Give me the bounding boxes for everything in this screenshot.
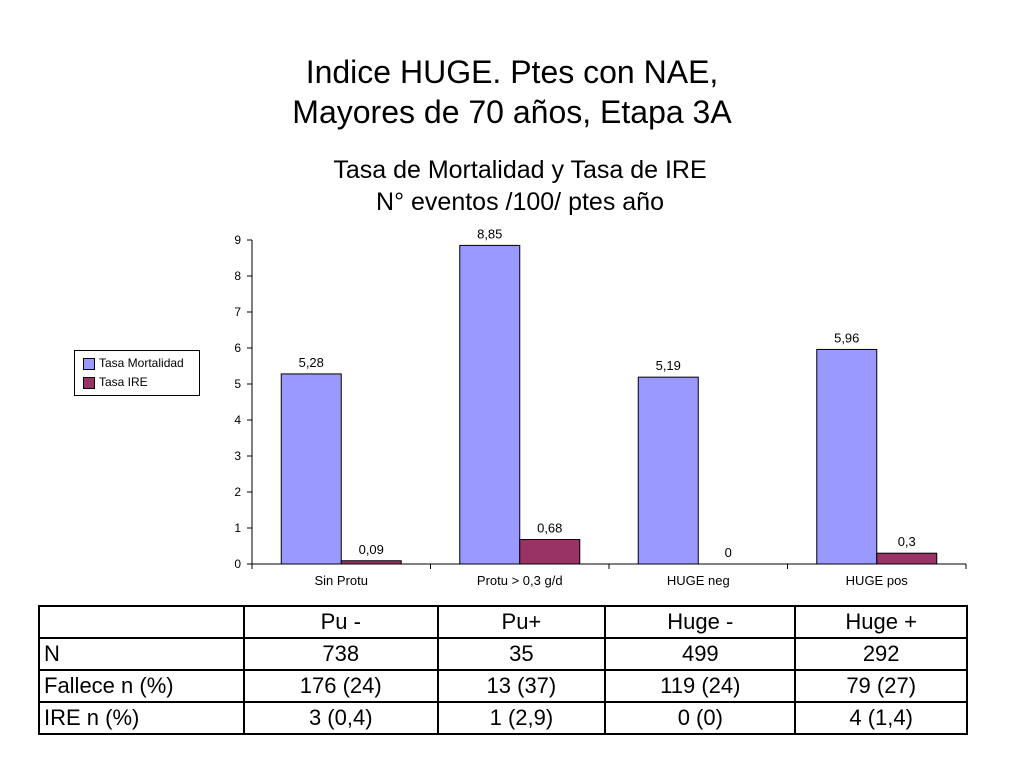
legend-swatch-ire: [83, 377, 95, 389]
chart-title: Tasa de Mortalidad y Tasa de IRE N° even…: [230, 154, 810, 218]
legend-swatch-mortalidad: [83, 358, 95, 370]
legend-label-ire: Tasa IRE: [99, 375, 148, 389]
table-header-cell: [38, 605, 245, 639]
y-tick-label: 0: [234, 557, 241, 571]
y-tick-label: 6: [234, 341, 241, 355]
data-label: 5,19: [656, 358, 681, 373]
chart-legend: Tasa Mortalidad Tasa IRE: [74, 350, 200, 396]
table-cell: 292: [794, 637, 968, 671]
table-row: Fallece n (%) 176 (24) 13 (37) 119 (24) …: [38, 669, 968, 703]
data-label: 8,85: [477, 226, 502, 241]
table-cell: 499: [604, 637, 797, 671]
bar-ire: [519, 539, 581, 565]
table-cell: 119 (24): [604, 669, 797, 703]
chart-title-line-2: N° eventos /100/ ptes año: [376, 188, 664, 216]
bar-mortalidad: [459, 244, 521, 565]
table-row-label: IRE n (%): [38, 701, 245, 735]
table-header-row: Pu - Pu+ Huge - Huge +: [38, 605, 968, 639]
bar-mortalidad: [280, 373, 342, 565]
bar-ire: [340, 560, 402, 565]
table-cell: 79 (27): [794, 669, 968, 703]
table-cell: 13 (37): [436, 669, 607, 703]
table-cell: 3 (0,4): [243, 701, 439, 735]
table-row-label: Fallece n (%): [38, 669, 245, 703]
y-tick-label: 1: [234, 521, 241, 535]
slide-title: Indice HUGE. Ptes con NAE, Mayores de 70…: [0, 52, 1024, 132]
table-header-cell: Huge -: [604, 605, 797, 639]
y-tick-label: 2: [234, 485, 241, 499]
x-tick-label: Sin Protu: [315, 573, 368, 588]
bar-chart: 0 1 2 3 4 5 6 7 8 9 Sin Protu Protu > 0,3 g/d HUGE n…: [234, 226, 967, 588]
table-header-cell: Huge +: [794, 605, 968, 639]
data-label: 0: [725, 545, 732, 560]
data-label: 0,3: [898, 534, 916, 549]
y-tick-label: 7: [234, 305, 241, 319]
legend-label-mortalidad: Tasa Mortalidad: [99, 356, 184, 370]
table-cell: 738: [243, 637, 439, 671]
slide-title-line-2: Mayores de 70 años, Etapa 3A: [292, 94, 732, 130]
table-row: N 738 35 499 292: [38, 637, 968, 671]
table-cell: 0 (0): [604, 701, 797, 735]
data-label: 0,68: [537, 521, 562, 536]
table-header-cell: Pu -: [243, 605, 439, 639]
data-label: 0,09: [359, 542, 384, 557]
summary-table: Pu - Pu+ Huge - Huge + N 738 35 499 292 …: [38, 605, 968, 735]
y-tick-label: 8: [234, 269, 241, 283]
table-cell: 4 (1,4): [794, 701, 968, 735]
table-row: IRE n (%) 3 (0,4) 1 (2,9) 0 (0) 4 (1,4): [38, 701, 968, 735]
table-cell: 1 (2,9): [436, 701, 607, 735]
data-label: 5,28: [299, 355, 324, 370]
x-tick-label: Protu > 0,3 g/d: [477, 573, 563, 588]
x-tick-label: HUGE pos: [846, 573, 909, 588]
bar-mortalidad: [816, 348, 878, 565]
bar-ire: [876, 552, 938, 565]
data-label: 5,96: [834, 330, 859, 345]
bar-mortalidad: [637, 376, 699, 565]
table-cell: 35: [436, 637, 607, 671]
slide-title-line-1: Indice HUGE. Ptes con NAE,: [305, 54, 719, 90]
y-tick-label: 4: [234, 413, 241, 427]
y-tick-label: 5: [234, 377, 241, 391]
table-row-label: N: [38, 637, 245, 671]
y-tick-label: 9: [234, 233, 241, 247]
table-cell: 176 (24): [243, 669, 439, 703]
x-tick-label: HUGE neg: [667, 573, 730, 588]
y-tick-label: 3: [234, 449, 241, 463]
table-header-cell: Pu+: [436, 605, 607, 639]
chart-title-line-1: Tasa de Mortalidad y Tasa de IRE: [333, 156, 707, 184]
